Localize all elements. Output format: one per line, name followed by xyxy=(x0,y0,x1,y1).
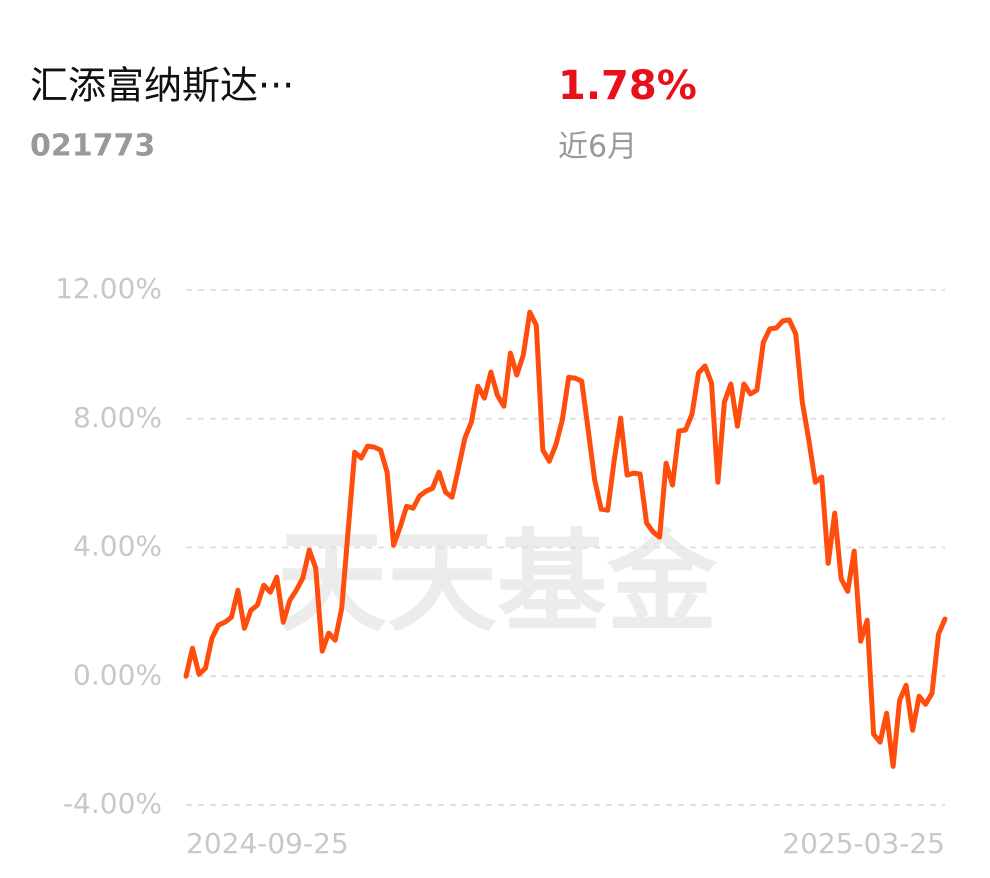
period-label: 近6月 xyxy=(558,130,637,165)
y-tick-label: 12.00% xyxy=(55,272,162,305)
x-tick-label: 2025-03-25 xyxy=(782,827,945,860)
line-series xyxy=(183,309,948,769)
y-tick-label: 8.00% xyxy=(73,401,162,434)
y-tick-label: -4.00% xyxy=(63,787,162,820)
watermark: 天天基金 xyxy=(277,518,718,646)
y-tick-label: 4.00% xyxy=(73,530,162,563)
x-tick-label: 2024-09-25 xyxy=(186,827,349,860)
return-value: 1.78% xyxy=(558,63,697,109)
y-tick-label: 0.00% xyxy=(73,658,162,691)
fund-code: 021773 xyxy=(30,129,155,164)
fund-name[interactable]: 汇添富纳斯达··· xyxy=(30,64,294,108)
